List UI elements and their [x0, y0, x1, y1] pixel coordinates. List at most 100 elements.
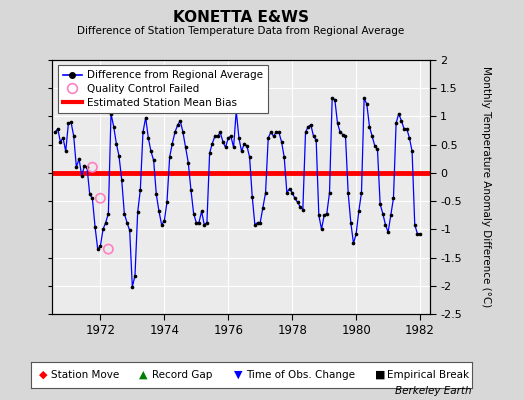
- Point: [187, 187, 195, 193]
- Point: [104, 246, 113, 252]
- Point: [346, 219, 355, 226]
- Point: [384, 229, 392, 235]
- Point: [134, 209, 142, 216]
- Point: [136, 187, 145, 193]
- Point: [128, 284, 137, 290]
- Point: [72, 164, 81, 170]
- Point: [344, 190, 352, 196]
- Point: [88, 164, 96, 170]
- Point: [325, 190, 334, 196]
- Point: [264, 135, 272, 141]
- Point: [254, 219, 262, 226]
- Point: [104, 210, 113, 217]
- Point: [248, 193, 256, 200]
- Point: [144, 135, 152, 141]
- Point: [387, 212, 395, 218]
- Point: [389, 195, 398, 202]
- Point: [237, 148, 246, 155]
- Point: [413, 231, 422, 237]
- Text: Time of Obs. Change: Time of Obs. Change: [246, 370, 355, 380]
- Point: [152, 191, 160, 198]
- Point: [96, 195, 105, 202]
- Point: [405, 135, 413, 141]
- Point: [110, 124, 118, 130]
- Point: [272, 129, 280, 136]
- Point: [400, 126, 408, 132]
- Y-axis label: Monthly Temperature Anomaly Difference (°C): Monthly Temperature Anomaly Difference (…: [481, 66, 492, 308]
- Point: [360, 95, 368, 102]
- Point: [381, 222, 390, 228]
- Point: [141, 114, 150, 121]
- Point: [149, 157, 158, 164]
- Point: [99, 226, 107, 232]
- Point: [107, 110, 115, 117]
- Point: [184, 160, 192, 166]
- Point: [331, 96, 339, 103]
- Point: [402, 126, 411, 132]
- Point: [312, 137, 320, 143]
- Point: [67, 119, 75, 125]
- Point: [288, 190, 297, 196]
- Point: [411, 222, 419, 228]
- Point: [224, 135, 233, 141]
- Point: [222, 144, 230, 151]
- Point: [198, 208, 206, 214]
- Point: [80, 163, 89, 169]
- Point: [296, 204, 304, 210]
- Text: ■: ■: [375, 370, 386, 380]
- Point: [78, 172, 86, 179]
- Point: [256, 219, 265, 226]
- Point: [75, 156, 83, 162]
- Point: [192, 219, 201, 226]
- Point: [85, 191, 94, 198]
- Point: [323, 210, 331, 217]
- Point: [245, 154, 254, 160]
- Point: [64, 120, 73, 126]
- Text: Difference of Station Temperature Data from Regional Average: Difference of Station Temperature Data f…: [78, 26, 405, 36]
- Point: [282, 190, 291, 196]
- Point: [88, 195, 96, 202]
- Point: [339, 131, 347, 138]
- Point: [373, 146, 381, 152]
- Point: [365, 124, 374, 130]
- Point: [216, 129, 224, 136]
- Point: [320, 212, 329, 218]
- Point: [211, 133, 219, 139]
- Point: [181, 144, 190, 151]
- Point: [115, 153, 123, 159]
- Point: [341, 133, 350, 139]
- Point: [227, 133, 235, 139]
- Point: [352, 231, 361, 237]
- Text: Record Gap: Record Gap: [152, 370, 212, 380]
- Point: [299, 206, 307, 213]
- Text: ◆: ◆: [39, 370, 48, 380]
- Point: [363, 101, 371, 107]
- Point: [166, 154, 174, 160]
- Point: [408, 148, 416, 155]
- Point: [267, 129, 275, 136]
- Text: Empirical Break: Empirical Break: [387, 370, 469, 380]
- Text: Station Move: Station Move: [51, 370, 119, 380]
- Point: [243, 142, 251, 149]
- Point: [176, 118, 184, 124]
- Point: [139, 129, 147, 136]
- Point: [259, 205, 267, 211]
- Point: [370, 142, 379, 149]
- Point: [277, 139, 286, 145]
- Point: [378, 210, 387, 217]
- Point: [304, 124, 312, 130]
- Point: [397, 118, 406, 124]
- Point: [102, 219, 110, 226]
- Point: [61, 148, 70, 155]
- Point: [232, 108, 241, 114]
- Point: [190, 210, 198, 217]
- Point: [203, 219, 211, 226]
- Text: KONETTA E&WS: KONETTA E&WS: [173, 10, 309, 25]
- Point: [235, 135, 243, 141]
- Point: [291, 195, 299, 202]
- Point: [333, 120, 342, 126]
- Point: [205, 150, 214, 156]
- Point: [261, 190, 270, 196]
- Point: [96, 243, 105, 250]
- Point: [328, 95, 336, 102]
